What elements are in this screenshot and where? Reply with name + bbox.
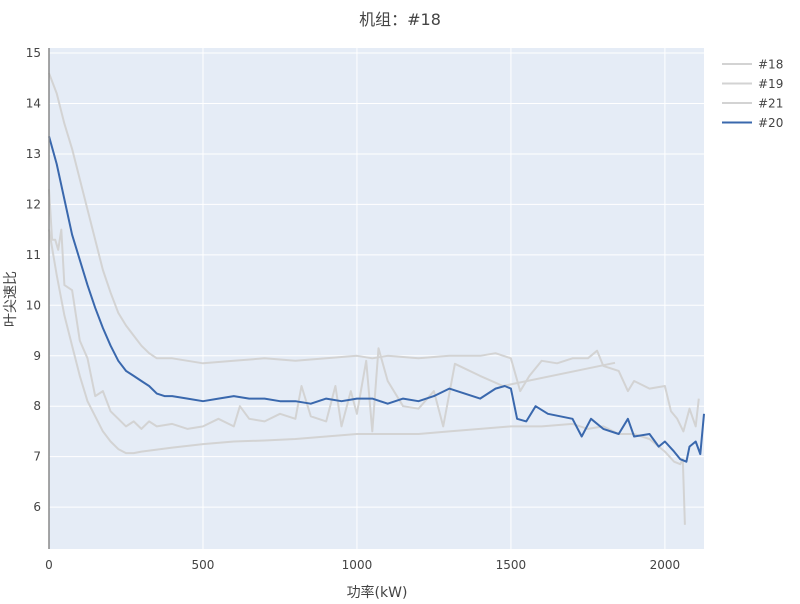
tick-labels: 6 7 8 9 10 11 12 13 14 15 0 500 1000 1500 2000 xyxy=(26,46,680,572)
x-axis-label: 功率(kW) xyxy=(347,584,408,600)
x-tick-label: 0 xyxy=(45,558,53,572)
x-tick-label: 2000 xyxy=(650,558,681,572)
legend-item[interactable]: #18 xyxy=(722,58,783,72)
y-tick-label: 10 xyxy=(26,298,41,312)
legend-label: #20 xyxy=(758,116,783,130)
legend-item[interactable]: #19 xyxy=(722,77,783,91)
y-tick-label: 12 xyxy=(26,197,41,211)
y-axis-label: 叶尖速比 xyxy=(3,271,19,327)
series-line-18 xyxy=(48,72,700,433)
y-tick-label: 13 xyxy=(26,147,41,161)
x-tick-label: 1500 xyxy=(496,558,527,572)
x-tick-label: 1000 xyxy=(342,558,373,572)
y-tick-label: 6 xyxy=(33,500,41,514)
plot-area xyxy=(49,48,704,549)
legend-label: #21 xyxy=(758,97,783,111)
series-line-19 xyxy=(48,189,616,433)
legend-label: #18 xyxy=(758,58,783,72)
y-tick-label: 14 xyxy=(26,96,41,110)
chart-title: 机组：#18 xyxy=(359,10,441,29)
y-tick-label: 9 xyxy=(33,349,41,363)
y-tick-label: 11 xyxy=(26,248,41,262)
series-lines xyxy=(48,72,705,525)
y-tick-label: 8 xyxy=(33,399,41,413)
x-tick-label: 500 xyxy=(192,558,215,572)
legend-item[interactable]: #21 xyxy=(722,97,783,111)
grid xyxy=(49,48,704,549)
legend-label: #19 xyxy=(758,77,783,91)
series-line-20 xyxy=(48,136,705,463)
y-tick-label: 15 xyxy=(26,46,41,60)
y-tick-label: 7 xyxy=(33,450,41,464)
legend-item[interactable]: #20 xyxy=(722,116,783,130)
legend: #18 #19 #21 #20 xyxy=(722,58,783,130)
